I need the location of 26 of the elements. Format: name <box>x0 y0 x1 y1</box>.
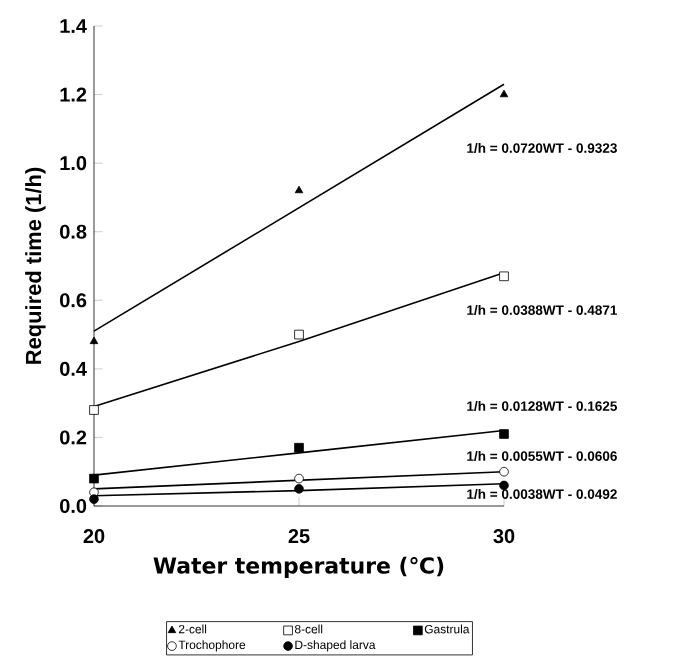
point <box>294 442 304 453</box>
point <box>294 185 304 194</box>
x-tick-label: 25 <box>288 529 310 544</box>
x-tick-label: 30 <box>493 529 515 544</box>
point <box>294 329 304 340</box>
x-axis-title: Water temperature (℃) <box>153 556 444 579</box>
y-tick-label: 0.2 <box>60 430 87 445</box>
y-tick-label: 0.4 <box>60 361 87 376</box>
point <box>499 466 509 477</box>
point <box>294 473 304 484</box>
y-axis-title: Required time (1/h) <box>25 167 46 364</box>
point <box>89 336 99 345</box>
y-tick-label: 1.2 <box>60 87 87 102</box>
y-tick-label: 1.4 <box>60 19 87 33</box>
point <box>499 89 509 98</box>
point <box>499 429 509 439</box>
point <box>89 473 99 484</box>
point <box>499 271 509 282</box>
point <box>89 405 99 415</box>
point <box>294 484 304 494</box>
x-tick-label: 20 <box>83 529 105 544</box>
y-tick-label: 0.8 <box>60 224 87 239</box>
y-tick-label: 0.6 <box>60 293 87 308</box>
y-tick-label: 1.0 <box>60 156 87 171</box>
y-tick-label: 0.0 <box>60 498 87 514</box>
point <box>89 494 99 504</box>
